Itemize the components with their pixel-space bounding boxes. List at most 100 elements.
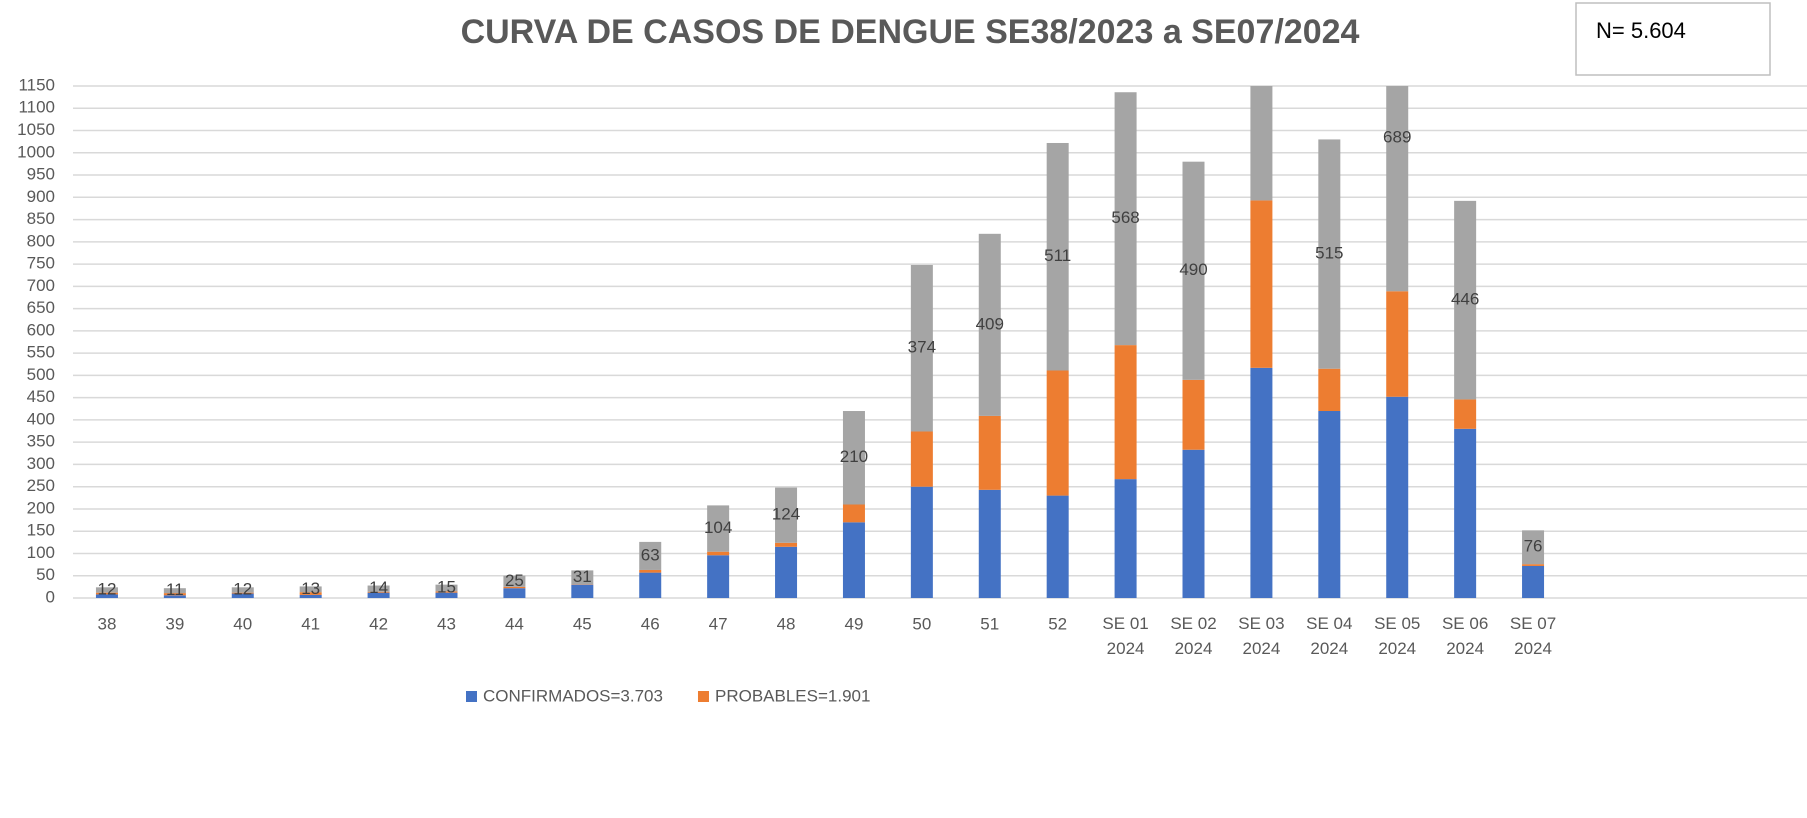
x-tick-label: 51 [980,614,999,633]
bar-segment [1046,495,1069,598]
data-label: 11 [166,580,184,599]
y-tick-label: 1000 [17,142,55,161]
bar-segment [1522,530,1545,565]
bar-segment [231,593,254,598]
x-tick-label: 46 [641,614,660,633]
y-tick-label: 850 [27,209,55,228]
data-label: 490 [1179,260,1207,279]
bar-segment [231,592,254,594]
bar-segment [163,595,186,598]
data-label: 12 [97,579,116,598]
bar-segment [842,522,865,598]
bar-segment [1046,142,1069,371]
bar-segment [1318,368,1341,412]
bar-segment [435,584,458,592]
x-tick-label: 41 [301,614,320,633]
y-tick-label: 1100 [18,98,55,117]
bar-segment [163,593,186,596]
legend-swatch [466,691,477,702]
x-tick-label: 48 [777,614,796,633]
bar-segment [775,542,798,547]
y-tick-label: 750 [27,254,55,273]
bar-segment [299,594,322,598]
bar-segment [299,586,322,593]
annotation: N= 5.604 [1596,18,1686,43]
data-label: 515 [1315,244,1343,263]
bar-segment [503,586,526,589]
x-tick-label: SE 05 2024 [1374,614,1420,658]
y-tick-label: 600 [27,320,55,339]
bar-segment [775,487,798,543]
bar-segment [707,551,730,556]
x-tick-label: 44 [505,614,524,633]
bar-segment [639,572,662,598]
bar-segment [367,591,390,593]
data-label: 893 [1247,0,1275,10]
y-tick-label: 800 [27,231,55,250]
data-label: 31 [573,567,592,586]
bar-segment [1454,428,1477,598]
legend-swatch [697,691,709,702]
bar-segment [1046,370,1069,496]
x-tick-label: 38 [97,614,116,633]
data-label: 568 [1111,208,1139,227]
bar-segment [639,569,662,573]
bar-segment [842,411,865,505]
x-tick-label: 40 [233,614,252,633]
y-tick-label: 200 [27,498,55,517]
bar-segment [1182,161,1205,380]
bar-segment [367,592,390,598]
bar-segment [1250,367,1273,598]
annotation-box [1575,2,1771,76]
y-tick-label: 400 [27,409,55,428]
y-tick-label: 700 [27,276,55,295]
data-label: 104 [704,518,732,537]
y-tick-label: 50 [36,565,55,584]
bar-segment [571,584,594,598]
y-tick-label: 900 [27,187,55,206]
x-tick-label: SE 03 2024 [1238,614,1284,658]
x-tick-label: SE 02 2024 [1170,614,1216,658]
x-tick-label: SE 07 2024 [1510,614,1556,658]
x-tick-label: 49 [844,614,863,633]
x-tick-label: 47 [709,614,728,633]
x-tick-label: 52 [1048,614,1067,633]
bar-segment [1386,86,1409,292]
bar-segment [978,415,1001,490]
data-label: 446 [1451,290,1479,309]
data-label: 14 [369,578,388,597]
y-tick-label: 1150 [18,75,55,94]
bar-segment [503,588,526,598]
bar-segment [707,505,730,552]
y-tick-label: 150 [27,521,55,540]
y-tick-label: 300 [27,454,55,473]
bar-segment [978,233,1001,416]
bar-segment [1522,564,1545,566]
bar-segment [95,594,118,598]
x-tick-label: 45 [573,614,592,633]
data-label: 13 [301,579,320,598]
bar-segment [1114,92,1137,346]
data-label: 374 [908,338,936,357]
legend-label: CONFIRMADOS=3.703 [483,686,663,705]
bar-segment [231,587,254,593]
bar-segment [367,585,390,592]
bar-segment [1386,291,1409,397]
bar-segment [1522,565,1545,598]
data-label: 124 [772,505,800,524]
x-tick-label: 43 [437,614,456,633]
bar-segment [978,489,1001,598]
bar-segment [1250,86,1273,201]
bar-segment [435,592,458,598]
y-tick-label: 0 [46,587,55,606]
bar-segment [571,570,594,585]
bar-segment [775,546,798,598]
y-tick-label: 350 [27,432,55,451]
x-tick-label: 50 [912,614,931,633]
data-label: 689 [1383,127,1411,146]
bar-segment [1182,449,1205,598]
data-label: 511 [1044,246,1071,265]
bar-segment [503,575,526,587]
bar-segment [299,592,322,595]
chart-title: CURVA DE CASOS DE DENGUE SE38/2023 a SE0… [461,13,1360,51]
